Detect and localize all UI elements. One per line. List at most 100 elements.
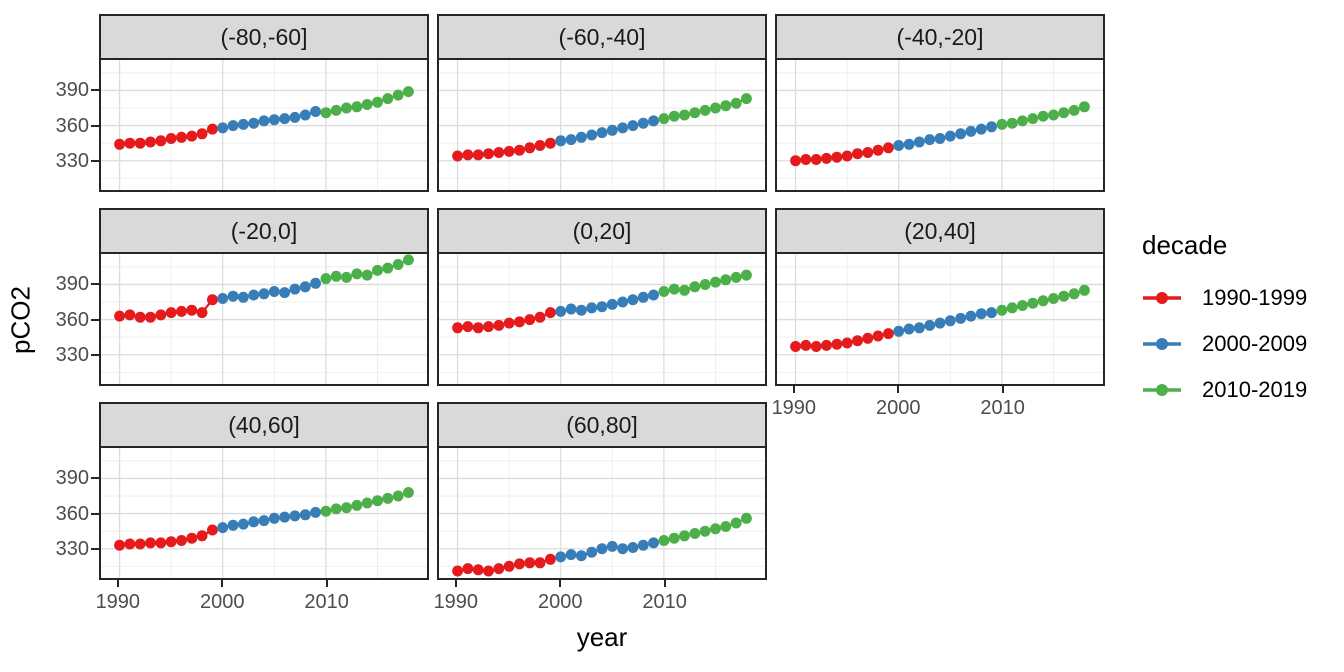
y-tick-label: 360 [55, 502, 89, 525]
data-point [248, 516, 260, 528]
data-point [514, 558, 525, 570]
data-point [382, 492, 394, 504]
data-point [575, 131, 587, 143]
facet-lat--80--60: (-80,-60] 330 360 390 [56, 14, 429, 192]
data-point [361, 497, 373, 509]
data-point [689, 107, 701, 119]
facet-lat-40-60: (40,60] 330 360 390 1990 2000 2010 [56, 402, 429, 613]
gridlines [101, 254, 427, 384]
data-point [1027, 113, 1039, 125]
data-point [382, 93, 394, 105]
facet-lat--20-0: (-20,0] 330 360 390 [56, 208, 429, 386]
data-point [800, 154, 812, 165]
data-point [852, 148, 863, 160]
data-point [617, 543, 629, 555]
data-point [1078, 101, 1090, 113]
data-point [503, 317, 515, 329]
facet-strip: (-40,-20] [775, 14, 1105, 60]
data-point [821, 152, 832, 164]
data-point [924, 319, 936, 331]
data-point [1006, 302, 1018, 314]
data-point [872, 330, 884, 342]
data-point [975, 123, 987, 135]
data-point [1027, 297, 1039, 309]
data-point [975, 308, 987, 320]
data-point [402, 86, 414, 98]
data-point [227, 120, 239, 132]
x-tick-label: 2000 [537, 591, 583, 613]
data-point [524, 314, 536, 326]
data-point [493, 147, 505, 158]
data-point [392, 89, 404, 101]
y-tick-label: 330 [55, 537, 89, 560]
series-2000-2009 [893, 307, 998, 337]
y-tick-label: 330 [55, 343, 89, 366]
legend: decade 1990-1999 2000-2009 2010-2019 [1142, 230, 1342, 413]
data-point [310, 506, 322, 518]
data-point [893, 140, 905, 151]
y-tick-mark [91, 159, 99, 162]
data-point [740, 269, 752, 281]
data-point [790, 341, 802, 352]
data-point [134, 311, 146, 323]
data-point [351, 268, 363, 280]
x-tick-mark [116, 580, 119, 587]
y-tick-label: 360 [55, 114, 89, 137]
data-point [730, 517, 742, 529]
x-tick-mark [1001, 386, 1004, 393]
plot-panel [437, 60, 767, 192]
data-point [289, 111, 301, 123]
data-point [145, 136, 156, 148]
legend-entry-1990-1999: 1990-1999 [1142, 275, 1342, 321]
data-point [206, 123, 218, 135]
data-point [514, 144, 525, 156]
data-point [124, 538, 136, 550]
x-tick-mark [559, 580, 562, 587]
data-point [145, 537, 156, 549]
y-tick-mark [91, 512, 99, 515]
data-point [637, 539, 649, 551]
data-point [472, 149, 484, 161]
data-point [361, 269, 373, 281]
data-point [196, 530, 208, 542]
series-1990-1999 [114, 123, 218, 150]
data-point [627, 120, 639, 132]
data-point [452, 150, 464, 162]
data-point [372, 495, 383, 507]
data-point [165, 536, 177, 548]
plot-panel [99, 60, 429, 192]
legend-entry-2010-2019: 2010-2019 [1142, 367, 1342, 413]
legend-key-point [1156, 292, 1168, 304]
data-point [944, 130, 956, 142]
data-point [637, 291, 649, 303]
facet-strip-label: (-20,0] [230, 217, 298, 244]
data-point [1006, 117, 1018, 129]
data-point [1017, 300, 1028, 311]
data-point [483, 148, 494, 160]
data-point [648, 537, 660, 549]
data-point [965, 310, 977, 322]
data-point [872, 144, 884, 156]
facet-strip: (-20,0] [99, 208, 429, 254]
data-point [544, 137, 556, 149]
data-point [821, 339, 832, 351]
y-tick-mark [91, 477, 99, 480]
data-point [1058, 107, 1070, 119]
y-tick-mark [91, 89, 99, 92]
data-point [730, 271, 742, 283]
facet-strip-label: (20,40] [904, 217, 976, 244]
y-tick-mark [91, 124, 99, 127]
plot-panel [437, 448, 767, 580]
data-point [472, 322, 484, 334]
series-1990-1999 [452, 137, 556, 162]
data-point [503, 560, 515, 572]
series-1990-1999 [452, 307, 556, 334]
x-axis-title: year [576, 622, 628, 652]
legend-entry-label: 2000-2009 [1202, 331, 1308, 356]
data-point [330, 270, 342, 282]
facet-strip-label: (-80,-60] [220, 23, 308, 50]
data-point [955, 128, 967, 140]
data-point [790, 155, 802, 167]
data-point [248, 289, 260, 301]
